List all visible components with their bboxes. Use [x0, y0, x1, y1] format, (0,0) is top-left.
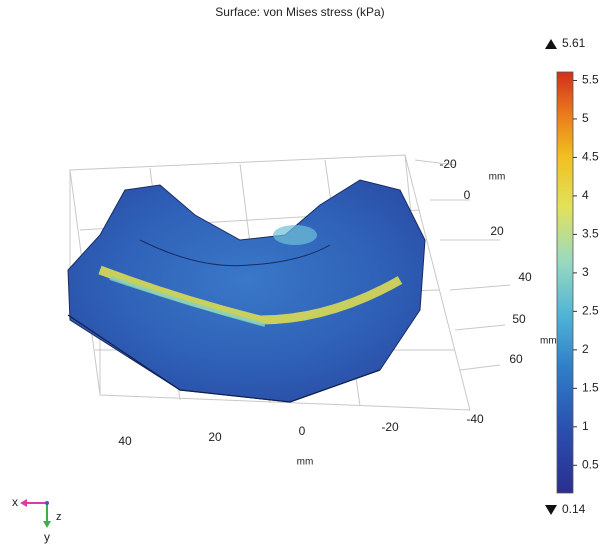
axis-label: 0 — [464, 188, 471, 202]
colorbar-tick-label: 2.5 — [582, 304, 599, 318]
axis-label: 0 — [299, 424, 306, 438]
colorbar-ramp — [557, 72, 573, 493]
min-marker — [545, 505, 557, 515]
axis-label: 60 — [509, 352, 523, 366]
plot: Surface: von Mises stress (kPa) 40 20 0 … — [0, 0, 601, 546]
colorbar-tick-label: 5 — [582, 111, 589, 125]
right-axis-labels: -20 0 20 40 50 60 mm mm — [439, 157, 556, 366]
axis-label: 20 — [208, 430, 222, 444]
min-label: 0.14 — [562, 502, 586, 516]
max-marker — [545, 39, 557, 49]
colorbar-tick-label: 1 — [582, 419, 589, 433]
colorbar-tick-label: 5.5 — [582, 73, 599, 87]
axis-label: 40 — [518, 270, 532, 284]
max-label: 5.61 — [562, 36, 586, 50]
colorbar-tick-label: 3 — [582, 265, 589, 279]
axis-label: -20 — [439, 157, 457, 171]
colorbar: 5.61 0.14 0.5 1 1.5 2 2.5 3 3.5 4 4.5 5 5.5 — [545, 36, 599, 516]
axis-unit: mm — [540, 336, 557, 347]
axis-label: -40 — [466, 412, 484, 426]
axis-triad: x y z — [12, 495, 62, 544]
colorbar-tick-label: 4.5 — [582, 150, 599, 164]
colorbar-tick-label: 2 — [582, 342, 589, 356]
axis-unit: mm — [489, 172, 506, 183]
triad-y: y — [44, 530, 50, 544]
plot-title: Surface: von Mises stress (kPa) — [215, 5, 384, 19]
axis-label: -20 — [381, 420, 399, 434]
colorbar-tick-label: 4 — [582, 188, 589, 202]
axis-label: 20 — [490, 224, 504, 238]
triad-z: z — [56, 511, 62, 523]
axis-label: 40 — [118, 434, 132, 448]
axis-label: 50 — [512, 312, 526, 326]
axis-unit: mm — [297, 457, 314, 468]
colorbar-tick-label: 1.5 — [582, 380, 599, 394]
triad-x: x — [12, 495, 18, 509]
colorbar-tick-label: 0.5 — [582, 457, 599, 471]
front-axis-labels: 40 20 0 -20 -40 mm — [118, 412, 484, 467]
colorbar-tick-label: 3.5 — [582, 227, 599, 241]
